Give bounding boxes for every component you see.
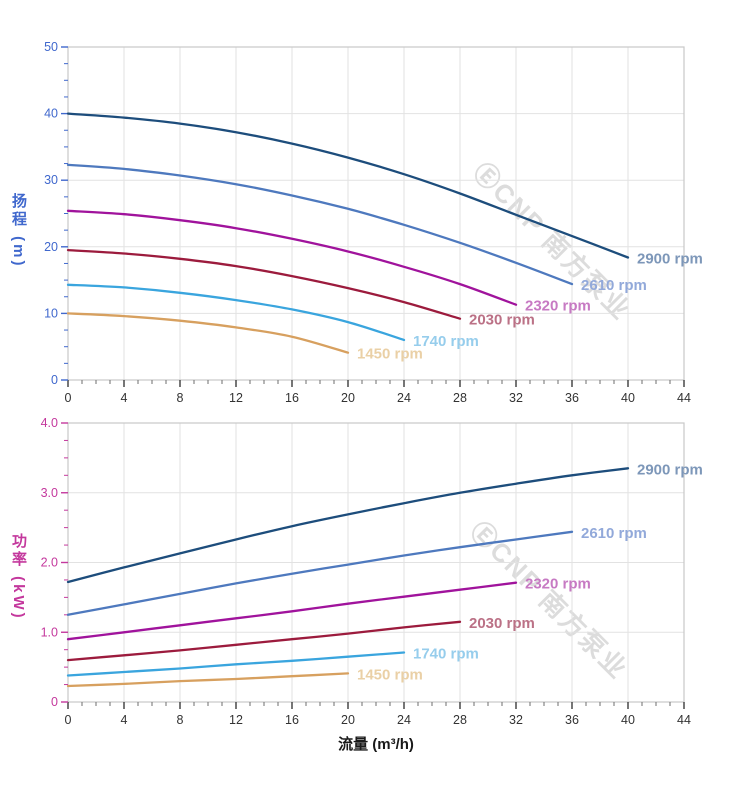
power-chart: 0 4 8 12 16 20 24 28 32 36 40 44 0 1.0 2.0 3.0 4.0 2900 r… <box>41 416 703 727</box>
svg-text:0: 0 <box>51 695 58 709</box>
svg-text:24: 24 <box>397 391 411 405</box>
svg-text:44: 44 <box>677 713 691 727</box>
svg-text:20: 20 <box>44 240 58 254</box>
svg-text:4: 4 <box>121 713 128 727</box>
svg-text:2.0: 2.0 <box>41 556 58 570</box>
svg-text:10: 10 <box>44 306 58 320</box>
head-curve-2320rpm <box>66 209 518 306</box>
svg-text:0: 0 <box>65 713 72 727</box>
power-label-1740rpm: 1740 rpm <box>413 645 479 662</box>
head-curve-2900rpm <box>66 112 630 259</box>
head-label-2320rpm: 2320 rpm <box>525 298 591 315</box>
flow-axis-title: 流量 (m³/h) <box>338 736 414 753</box>
svg-text:0: 0 <box>65 391 72 405</box>
power-curve-2900rpm <box>66 467 630 584</box>
head-label-2900rpm: 2900 rpm <box>637 250 703 267</box>
svg-text:20: 20 <box>341 391 355 405</box>
gridlines <box>68 423 684 702</box>
svg-text:28: 28 <box>453 713 467 727</box>
head-axis-title: 扬程 (m) <box>10 193 27 269</box>
power-curve-1450rpm <box>66 672 350 688</box>
svg-text:16: 16 <box>285 713 299 727</box>
svg-text:32: 32 <box>509 391 523 405</box>
svg-text:3.0: 3.0 <box>41 486 58 500</box>
svg-text:12: 12 <box>229 713 243 727</box>
svg-text:40: 40 <box>44 107 58 121</box>
svg-text:32: 32 <box>509 713 523 727</box>
svg-text:44: 44 <box>677 391 691 405</box>
head-label-1740rpm: 1740 rpm <box>413 333 479 350</box>
power-label-1450rpm: 1450 rpm <box>357 666 423 683</box>
head-curve-1450rpm <box>66 312 350 354</box>
x-axis-ticks: 0 4 8 12 16 20 24 28 32 36 40 44 <box>65 702 691 727</box>
power-curve-2320rpm <box>66 581 518 641</box>
head-label-2030rpm: 2030 rpm <box>469 312 535 329</box>
svg-text:28: 28 <box>453 391 467 405</box>
head-label-1450rpm: 1450 rpm <box>357 346 423 363</box>
power-label-2900rpm: 2900 rpm <box>637 461 703 478</box>
svg-text:4.0: 4.0 <box>41 416 58 430</box>
svg-text:20: 20 <box>341 713 355 727</box>
power-axis-title: 功率 (kW) <box>10 533 27 621</box>
svg-text:24: 24 <box>397 713 411 727</box>
head-curve-2610rpm <box>66 163 574 286</box>
svg-text:16: 16 <box>285 391 299 405</box>
y-axis-ticks: 0 1.0 2.0 3.0 4.0 <box>41 416 68 709</box>
x-axis-ticks: 0 4 8 12 16 20 24 28 32 36 40 44 <box>65 380 691 405</box>
power-curve-2610rpm <box>66 530 574 616</box>
head-curve-1740rpm <box>66 283 406 342</box>
svg-text:30: 30 <box>44 173 58 187</box>
head-label-2610rpm: 2610 rpm <box>581 277 647 294</box>
svg-text:40: 40 <box>621 391 635 405</box>
svg-text:1.0: 1.0 <box>41 625 58 639</box>
power-curve-2030rpm <box>66 620 462 662</box>
y-axis-ticks: 0 10 20 30 40 50 <box>44 40 68 387</box>
svg-text:36: 36 <box>565 391 579 405</box>
power-label-2320rpm: 2320 rpm <box>525 576 591 593</box>
svg-text:40: 40 <box>621 713 635 727</box>
head-curve-2030rpm <box>66 248 462 320</box>
svg-text:50: 50 <box>44 40 58 54</box>
gridlines <box>68 47 684 380</box>
svg-text:8: 8 <box>177 391 184 405</box>
power-curve-1740rpm <box>66 651 406 677</box>
svg-text:36: 36 <box>565 713 579 727</box>
svg-text:8: 8 <box>177 713 184 727</box>
head-chart: 0 4 8 12 16 20 24 28 32 36 40 44 0 10 20 30 40 50 2900 rpm… <box>44 40 703 405</box>
power-label-2030rpm: 2030 rpm <box>469 615 535 632</box>
power-label-2610rpm: 2610 rpm <box>581 525 647 542</box>
svg-text:4: 4 <box>121 391 128 405</box>
svg-text:0: 0 <box>51 373 58 387</box>
svg-text:12: 12 <box>229 391 243 405</box>
